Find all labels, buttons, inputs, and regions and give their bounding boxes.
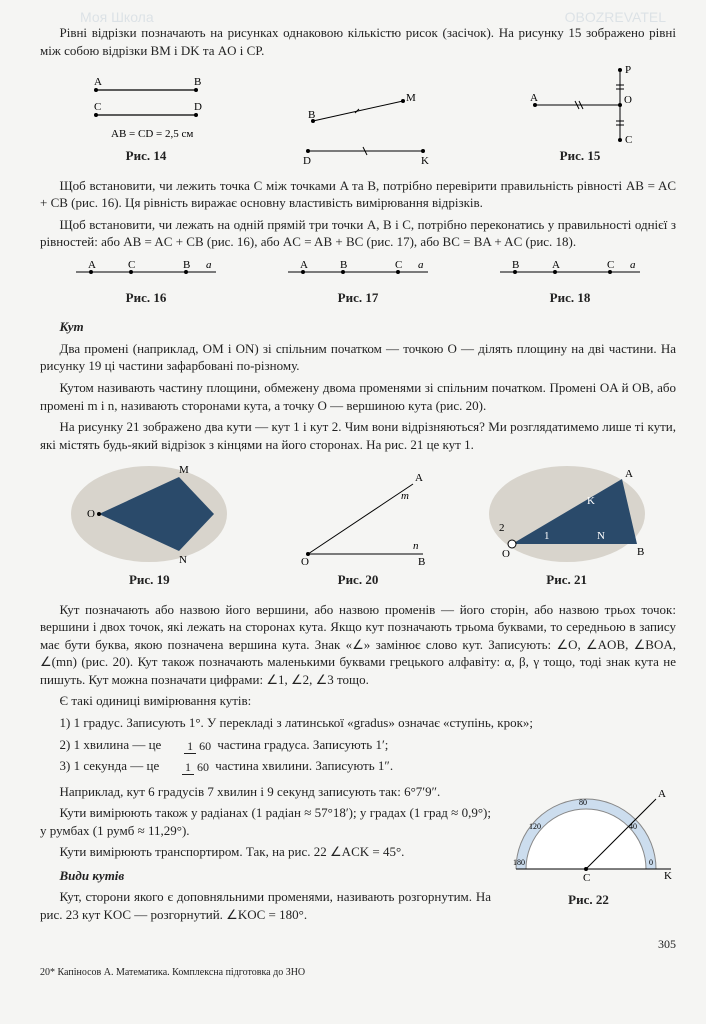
svg-text:C: C <box>583 872 590 884</box>
figure-20: O A m n B Рис. 20 <box>283 459 433 595</box>
svg-text:a: a <box>630 259 636 271</box>
figure-row-16-18: A C B a Рис. 16 A B C a Рис. 17 B A C a … <box>40 257 676 313</box>
figure-17: A B C a Рис. 17 <box>278 257 438 313</box>
paragraph: Кут, сторони якого є доповняльними проме… <box>40 888 491 923</box>
svg-text:N: N <box>179 554 187 566</box>
svg-text:A: A <box>415 472 423 484</box>
svg-text:B: B <box>637 546 644 558</box>
caption: Рис. 14 <box>81 147 211 165</box>
svg-text:B: B <box>512 259 519 271</box>
svg-text:K: K <box>664 870 672 882</box>
heading-vydy: Види кутів <box>40 867 491 885</box>
svg-text:O: O <box>624 94 632 106</box>
page-number: 305 <box>40 936 676 952</box>
svg-text:40: 40 <box>629 822 637 831</box>
svg-text:B: B <box>340 259 347 271</box>
svg-text:120: 120 <box>529 822 541 831</box>
paragraph: Щоб встановити, чи лежать на одній прямі… <box>40 216 676 251</box>
fraction: 160 <box>162 761 212 773</box>
paragraph: Наприклад, кут 6 градусів 7 хвилин і 9 с… <box>40 783 491 801</box>
svg-text:AB = CD = 2,5 см: AB = CD = 2,5 см <box>111 128 193 140</box>
figure-18: B A C a Рис. 18 <box>490 257 650 313</box>
caption: Рис. 16 <box>66 289 226 307</box>
svg-text:M: M <box>406 92 416 104</box>
svg-text:C: C <box>94 101 101 113</box>
figure-row-14-15: A B C D AB = CD = 2,5 см Рис. 14 B M D K <box>40 65 676 171</box>
svg-text:O: O <box>87 508 95 520</box>
text: частина градуса. Записують 1′; <box>217 737 388 752</box>
svg-text:D: D <box>303 155 311 167</box>
svg-text:a: a <box>206 259 212 271</box>
figure-22: C A K 180 120 80 40 0 Рис. 22 <box>501 779 676 915</box>
paragraph: Два промені (наприклад, OM і ON) зі спіл… <box>40 340 676 375</box>
svg-text:a: a <box>418 259 424 271</box>
svg-text:A: A <box>94 76 102 88</box>
svg-text:2: 2 <box>499 522 505 534</box>
svg-text:C: C <box>395 259 402 271</box>
fraction: 160 <box>165 740 215 752</box>
figure-row-19-21: O M N Рис. 19 O A m n B Рис. 20 2 1 O A … <box>40 459 676 595</box>
figure-15-left: B M D K <box>293 91 443 171</box>
svg-text:M: M <box>179 464 189 476</box>
svg-text:O: O <box>502 548 510 560</box>
svg-text:A: A <box>658 788 666 800</box>
caption: Рис. 17 <box>278 289 438 307</box>
svg-text:N: N <box>597 530 605 542</box>
figure-21: 2 1 O A K N B Рис. 21 <box>482 459 652 595</box>
figure-19: O M N Рис. 19 <box>64 459 234 595</box>
paragraph: Кути вимірюють також у радіанах (1 радіа… <box>40 804 491 839</box>
list-item: 1) 1 градус. Записують 1°. У перекладі з… <box>40 714 676 732</box>
paragraph: На рисунку 21 зображено два кути — кут 1… <box>40 418 676 453</box>
caption: Рис. 20 <box>283 571 433 589</box>
svg-text:A: A <box>530 92 538 104</box>
svg-text:P: P <box>625 65 631 76</box>
figure-14: A B C D AB = CD = 2,5 см Рис. 14 <box>81 75 211 171</box>
paragraph: Рівні відрізки позначають на рисунках од… <box>40 24 676 59</box>
figure-15-right: P C A O Рис. 15 <box>525 65 635 171</box>
svg-text:O: O <box>301 556 309 568</box>
svg-text:B: B <box>308 109 315 121</box>
svg-text:C: C <box>128 259 135 271</box>
svg-text:K: K <box>587 495 595 507</box>
svg-text:0: 0 <box>649 858 653 867</box>
svg-text:B: B <box>183 259 190 271</box>
paragraph: Кути вимірюють транспортиром. Так, на ри… <box>40 843 491 861</box>
svg-text:80: 80 <box>579 798 587 807</box>
caption: Рис. 15 <box>525 147 635 165</box>
svg-text:C: C <box>607 259 614 271</box>
caption: Рис. 18 <box>490 289 650 307</box>
caption: Рис. 19 <box>64 571 234 589</box>
svg-text:180: 180 <box>513 858 525 867</box>
svg-text:C: C <box>625 134 632 145</box>
svg-text:A: A <box>88 259 96 271</box>
list-item: 2) 1 хвилина — це 160 частина градуса. З… <box>40 736 676 754</box>
svg-text:1: 1 <box>544 530 550 542</box>
paragraph: Щоб встановити, чи лежить точка C між то… <box>40 177 676 212</box>
text: 3) 1 секунда — це <box>60 758 163 773</box>
svg-text:K: K <box>421 155 429 167</box>
svg-text:B: B <box>418 556 425 568</box>
list-item: 3) 1 секунда — це 160 частина хвилини. З… <box>40 757 676 775</box>
svg-text:A: A <box>300 259 308 271</box>
footer: 20* Капіносов А. Математика. Комплексна … <box>40 966 676 980</box>
text: 2) 1 хвилина — це <box>60 737 165 752</box>
heading-kut: Кут <box>40 318 676 336</box>
caption: Рис. 22 <box>501 891 676 909</box>
svg-text:B: B <box>194 76 201 88</box>
figure-16: A C B a Рис. 16 <box>66 257 226 313</box>
caption: Рис. 21 <box>482 571 652 589</box>
text: частина хвилини. Записують 1″. <box>215 758 393 773</box>
svg-text:n: n <box>413 540 419 552</box>
svg-text:D: D <box>194 101 202 113</box>
svg-text:A: A <box>552 259 560 271</box>
svg-text:m: m <box>401 490 409 502</box>
svg-text:A: A <box>625 468 633 480</box>
paragraph: Є такі одиниці вимірювання кутів: <box>40 692 676 710</box>
paragraph: Кутом називають частину площини, обмежен… <box>40 379 676 414</box>
paragraph: Кут позначають або назвою його вершини, … <box>40 601 676 689</box>
